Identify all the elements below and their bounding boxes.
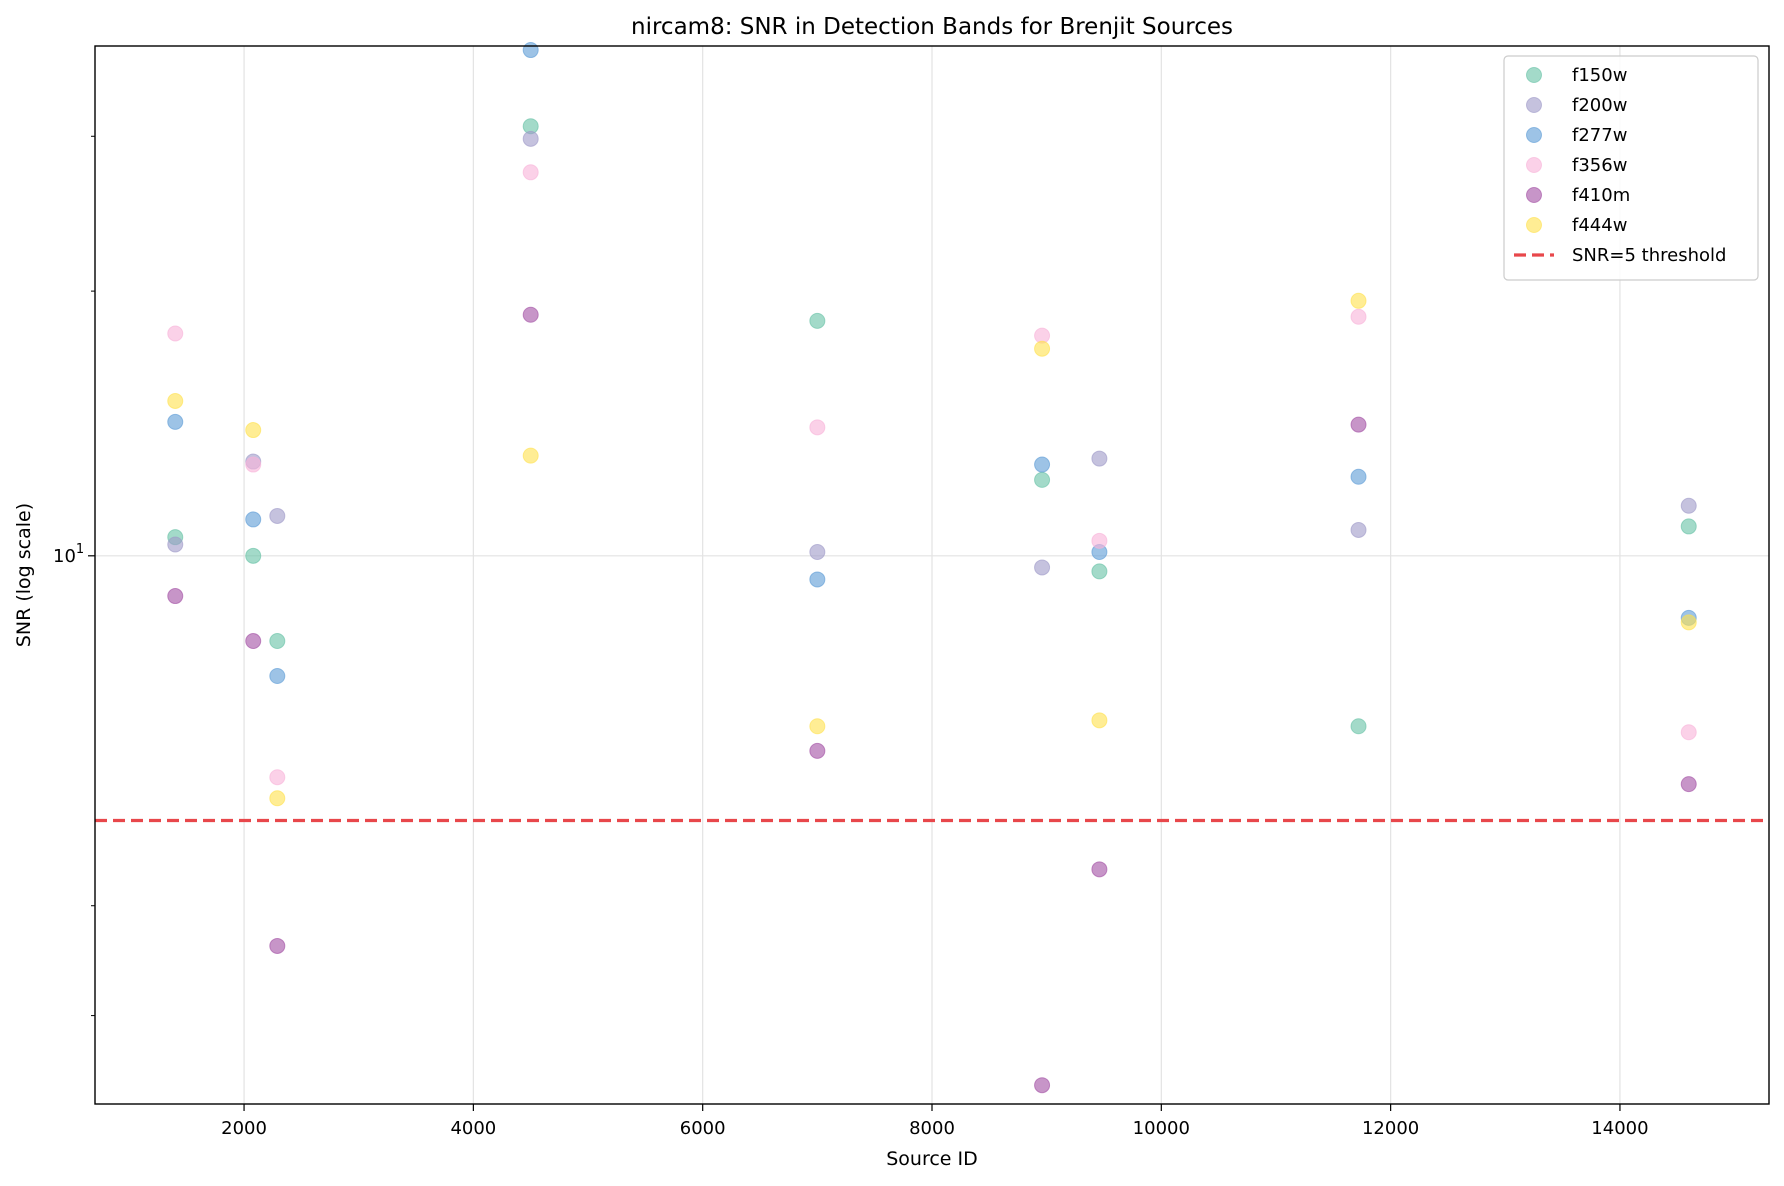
data-point-f200w [809, 544, 826, 561]
data-point-f277w [809, 571, 826, 588]
series-f444w [167, 292, 1697, 807]
legend-marker-f200w [1526, 97, 1542, 113]
y-tick-label-exponent: 1 [76, 542, 84, 557]
y-axis-label: SNR (log scale) [13, 503, 35, 647]
data-point-f410m [522, 306, 539, 323]
legend: f150w f200w f277w f356w f410m f444w SNR=5 thre… [1503, 55, 1759, 281]
data-point-f410m [1350, 416, 1367, 433]
y-axis-ticks: 101 [53, 135, 95, 1017]
legend-marker-f277w [1526, 127, 1542, 143]
series-f410m [167, 306, 1697, 1094]
data-point-f150w [245, 547, 262, 564]
legend-marker-f150w [1526, 67, 1542, 83]
data-point-f444w [1350, 292, 1367, 309]
legend-label-f277w: f277w [1572, 125, 1627, 146]
data-point-f150w [1034, 471, 1051, 488]
legend-label-f200w: f200w [1572, 95, 1627, 116]
data-point-f150w [1680, 518, 1697, 535]
data-point-f444w [1034, 340, 1051, 357]
data-point-f200w [1680, 497, 1697, 514]
grid-layer [95, 46, 1769, 1104]
data-point-f444w [167, 392, 184, 409]
data-point-f277w [1034, 456, 1051, 473]
data-point-f277w [167, 413, 184, 430]
data-point-f356w [1091, 532, 1108, 549]
data-point-f410m [245, 633, 262, 650]
legend-box [1503, 55, 1759, 281]
legend-label-f444w: f444w [1572, 215, 1627, 236]
data-point-f200w [167, 536, 184, 553]
data-point-f356w [269, 769, 286, 786]
series-f356w [167, 164, 1697, 786]
x-axis-label: Source ID [886, 1148, 978, 1170]
data-point-f410m [1034, 1077, 1051, 1094]
data-point-f200w [1034, 559, 1051, 576]
data-point-f444w [245, 422, 262, 439]
data-point-f444w [269, 790, 286, 807]
x-tick-label: 4000 [450, 1118, 496, 1139]
x-tick-label: 8000 [909, 1118, 955, 1139]
x-axis-ticks: 2000 4000 6000 8000 10000 12000 14000 [221, 1104, 1649, 1139]
x-tick-label: 14000 [1591, 1118, 1648, 1139]
legend-marker-f444w [1526, 217, 1542, 233]
data-point-f150w [1091, 563, 1108, 580]
data-point-f356w [809, 419, 826, 436]
data-point-f444w [809, 718, 826, 735]
legend-marker-f356w [1526, 157, 1542, 173]
legend-marker-f410m [1526, 187, 1542, 203]
legend-label-threshold: SNR=5 threshold [1572, 245, 1726, 266]
data-point-f444w [1091, 712, 1108, 729]
x-tick-label: 10000 [1133, 1118, 1190, 1139]
data-point-f200w [269, 507, 286, 524]
data-point-f277w [269, 667, 286, 684]
chart-title: nircam8: SNR in Detection Bands for Bren… [631, 14, 1233, 40]
data-point-f410m [167, 588, 184, 605]
data-point-f150w [269, 633, 286, 650]
x-tick-label: 2000 [221, 1118, 267, 1139]
data-point-f200w [522, 130, 539, 147]
data-point-f200w [1091, 450, 1108, 467]
data-point-f356w [522, 164, 539, 181]
x-tick-label: 12000 [1362, 1118, 1419, 1139]
data-point-f356w [245, 456, 262, 473]
data-point-f277w [522, 42, 539, 59]
data-point-f150w [1350, 718, 1367, 735]
series-f277w [167, 42, 1697, 684]
data-point-f356w [1350, 308, 1367, 325]
data-point-f356w [1680, 724, 1697, 741]
y-tick-label: 101 [53, 542, 84, 567]
data-point-f277w [245, 511, 262, 528]
y-tick-label-base: 10 [53, 546, 76, 567]
data-point-f410m [269, 937, 286, 954]
data-point-f444w [1680, 614, 1697, 631]
points-layer [167, 42, 1697, 1094]
data-point-f410m [1680, 776, 1697, 793]
x-tick-label: 6000 [680, 1118, 726, 1139]
legend-label-f356w: f356w [1572, 155, 1627, 176]
data-point-f444w [522, 447, 539, 464]
data-point-f410m [809, 742, 826, 759]
data-point-f150w [809, 312, 826, 329]
data-point-f356w [167, 325, 184, 342]
legend-label-f150w: f150w [1572, 65, 1627, 86]
legend-label-f410m: f410m [1572, 185, 1630, 206]
data-point-f410m [1091, 861, 1108, 878]
data-point-f277w [1350, 468, 1367, 485]
data-point-f200w [1350, 521, 1367, 538]
